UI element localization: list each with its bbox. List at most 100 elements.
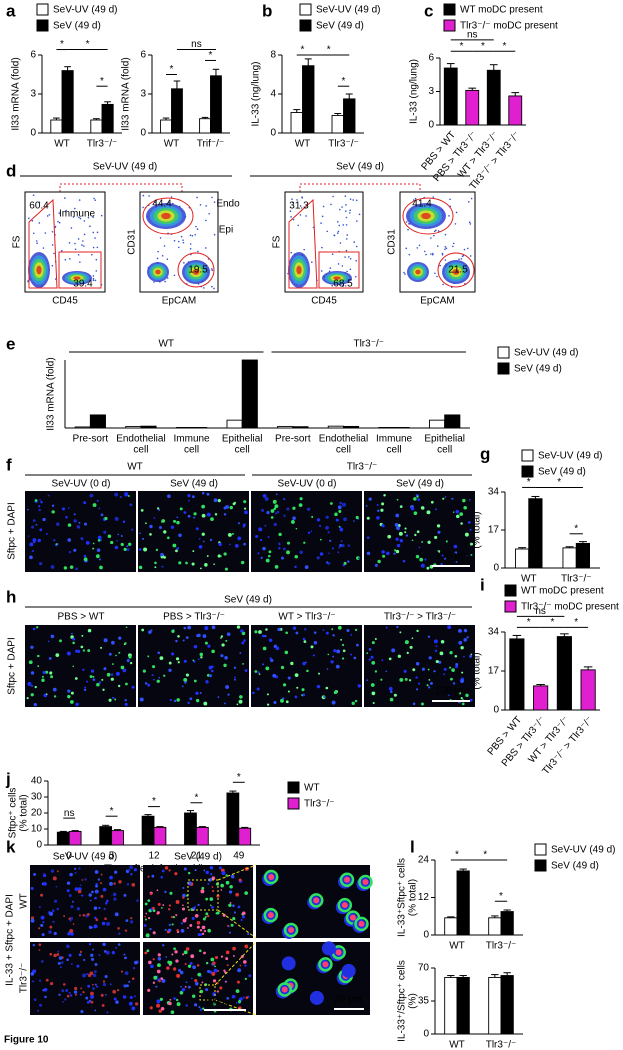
bar [199,118,211,134]
cell-dot [226,964,229,967]
cell-dot [59,639,62,643]
cell-dot [353,656,357,660]
cell-dot [217,499,221,503]
cell-dot [280,665,285,670]
cell-dot [126,984,129,988]
event-dot [337,230,340,233]
event-dot [412,199,415,201]
cell-dot [225,505,229,509]
cell-dot [220,883,224,888]
cell-dot [455,663,459,666]
event-dot [432,252,434,255]
cell-dot [286,550,290,555]
error-bar [518,547,527,549]
bar [429,419,446,429]
error-bar [447,975,455,978]
scale-label: 100 μm [435,551,469,562]
cell-dot [69,994,73,997]
cell-dot [455,514,460,519]
cell-dot [214,513,218,516]
cell-dot [58,956,63,960]
x-tick-label: WT [54,139,70,150]
cell-dot [182,896,185,899]
cell-dot [86,680,89,683]
event-dot [77,238,80,240]
cell-dot [237,536,242,541]
event-dot [92,231,95,234]
cell-dot [157,957,162,961]
x-tick-label: 21 [191,851,203,862]
event-dot [156,257,159,260]
cell-dot [128,980,131,983]
event-dot [163,245,166,247]
legend-label: SeV (49 d) [514,364,562,375]
cell-dot [232,502,236,506]
cell-dot [195,691,199,695]
cell-dot [202,540,205,543]
significance-label: * [152,796,156,807]
cell-dot [92,503,97,507]
cell-dot [33,872,37,876]
cell-dot [268,550,272,554]
legend-swatch [504,584,517,597]
cell-dot [185,947,190,951]
cell-dot [461,671,464,674]
zoom-guide [217,909,257,939]
cell-dot [139,532,141,535]
significance-label: * [460,41,464,52]
cell-dot [88,893,92,897]
panel-letter: l [410,837,415,856]
error-bar [156,826,164,828]
cell-dot [215,912,218,915]
x-tick-label: Pre-sort [73,434,109,445]
event-dot [430,253,432,255]
cell-dot [160,906,163,909]
cell-dot [59,966,62,969]
cell-dot [200,975,202,977]
cell-dot [211,886,214,888]
y-tick-label: 17 [488,525,500,536]
error-bar [144,814,152,817]
event-dot [196,196,198,199]
cell-dot [406,651,409,655]
cell-core [358,920,365,927]
cell-dot [113,882,116,885]
cell-dot [183,867,187,871]
event-dot [296,199,298,201]
cell-dot [45,978,49,982]
legend-swatch [36,19,49,32]
cell-dot [227,924,230,927]
legend-label: SeV-UV (49 d) [538,451,602,462]
cell-dot [101,678,104,681]
event-dot [468,201,470,203]
cell-dot [194,913,199,918]
cell-dot [93,906,98,910]
cell-dot [206,555,209,558]
event-dot [92,277,95,280]
cell-dot [427,635,431,638]
cell-dot [216,990,219,993]
cell-dot [452,511,455,513]
event-dot [81,244,83,246]
cell-dot [185,981,188,984]
cell-ring [339,872,355,887]
event-dot [352,199,354,201]
event-dot [68,242,71,244]
gate [288,198,318,289]
legend-label: Tlr3⁻/⁻ moDC present [460,21,558,32]
cell-ring [263,869,279,885]
cell-dot [92,547,95,550]
cell-dot [374,637,377,641]
event-dot [445,247,448,250]
zoom-box [187,879,219,911]
cell-dot [327,531,330,534]
cell-dot [244,977,247,980]
cell-dot [169,891,173,895]
significance-label: ns [191,39,202,50]
event-dot [342,224,345,226]
cell-dot [338,525,341,528]
cell-dot [149,1006,153,1010]
event-dot [311,261,313,263]
bar [241,359,258,429]
y-tick-label: 70 [418,963,430,974]
